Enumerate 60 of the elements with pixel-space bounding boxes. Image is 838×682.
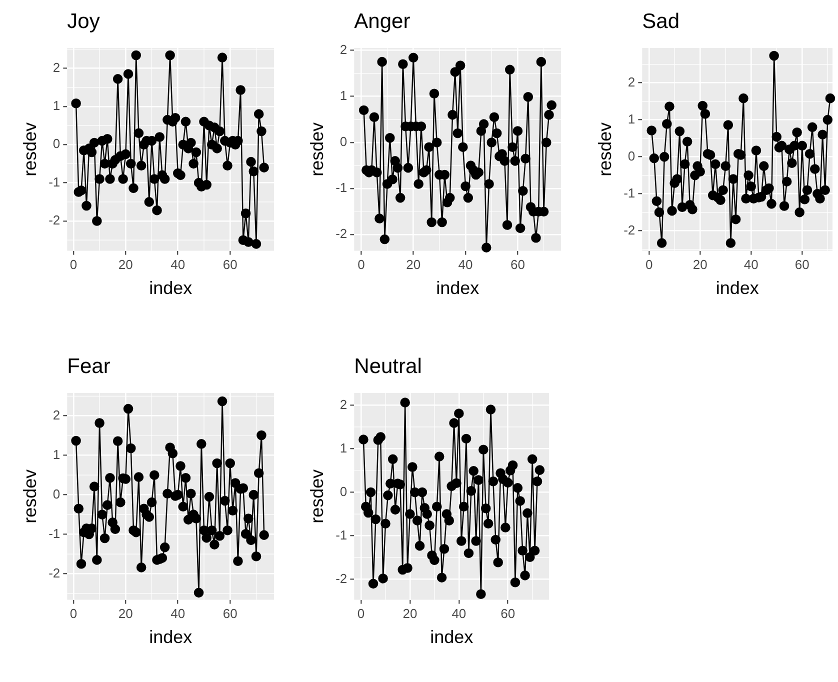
y-tick-label: 2 <box>52 407 60 422</box>
y-tick-label: -1 <box>336 180 348 196</box>
x-tick-label: 60 <box>500 606 516 622</box>
x-axis-title: index <box>149 627 192 648</box>
y-tick-label: 2 <box>52 60 60 75</box>
chart-title: Joy <box>67 10 100 33</box>
y-tick-label: 1 <box>340 88 348 103</box>
x-tick-label: 0 <box>358 257 365 272</box>
chart-title: Anger <box>354 10 410 33</box>
x-tick-label: 20 <box>692 257 708 272</box>
y-tick-label: 1 <box>340 440 348 456</box>
y-tick-label: -2 <box>48 212 60 228</box>
y-axis-title: resdev <box>306 469 327 524</box>
y-tick-label: 1 <box>628 111 636 126</box>
x-tick-label: 20 <box>402 606 418 622</box>
y-tick-label: 0 <box>340 134 348 150</box>
y-tick-label: -1 <box>48 174 60 190</box>
y-tick-label: 1 <box>52 98 60 114</box>
y-tick-label: 2 <box>340 396 348 412</box>
x-tick-label: 60 <box>222 606 238 622</box>
x-tick-label: 40 <box>170 257 186 272</box>
y-axis-title: resdev <box>20 469 40 524</box>
x-tick-label: 0 <box>357 606 365 622</box>
y-tick-label: 0 <box>628 148 636 164</box>
y-tick-label: -1 <box>48 526 60 541</box>
x-tick-label: 20 <box>118 606 133 622</box>
x-tick-label: 40 <box>170 606 186 622</box>
chart-title: Sad <box>642 10 680 33</box>
y-tick-label: 1 <box>52 446 60 462</box>
x-axis-title: index <box>149 278 192 298</box>
y-tick-label: 0 <box>52 486 60 502</box>
x-tick-label: 0 <box>70 257 78 272</box>
x-tick-label: 0 <box>645 257 653 272</box>
x-tick-label: 20 <box>118 257 133 272</box>
x-tick-label: 60 <box>510 257 525 272</box>
y-tick-label: -1 <box>624 185 636 200</box>
x-tick-label: 40 <box>458 257 473 272</box>
x-tick-label: 40 <box>452 606 466 622</box>
x-tick-label: 40 <box>744 257 758 272</box>
y-tick-label: -1 <box>336 527 348 542</box>
y-tick-label: 0 <box>52 136 60 152</box>
y-tick-label: -2 <box>48 565 60 580</box>
y-axis-title: resdev <box>594 122 615 176</box>
y-axis-title: resdev <box>20 122 40 176</box>
x-axis-title: index <box>716 278 759 298</box>
x-tick-label: 20 <box>406 257 421 272</box>
y-tick-label: 2 <box>340 42 348 57</box>
chart-title: Neutral <box>354 355 422 378</box>
y-tick-label: 2 <box>628 74 636 90</box>
y-axis-title: resdev <box>306 122 327 176</box>
y-tick-label: 0 <box>340 484 348 499</box>
y-tick-label: -2 <box>624 222 636 238</box>
chart-title: Fear <box>67 355 110 378</box>
x-axis-title: index <box>430 627 474 648</box>
y-tick-label: -2 <box>336 226 348 242</box>
x-tick-label: 0 <box>70 606 78 622</box>
x-tick-label: 60 <box>794 257 810 272</box>
y-tick-label: -2 <box>336 570 348 586</box>
x-axis-title: index <box>436 278 480 298</box>
x-tick-label: 60 <box>222 257 238 272</box>
